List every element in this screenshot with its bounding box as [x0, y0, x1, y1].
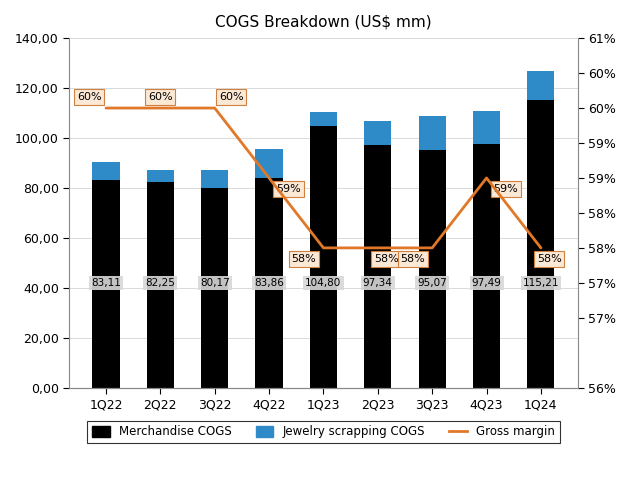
Text: 60%: 60%	[219, 92, 244, 102]
Text: 58%: 58%	[537, 254, 562, 264]
Bar	[92, 180, 120, 388]
Text: 82,25: 82,25	[145, 278, 175, 288]
Text: 59%: 59%	[493, 184, 518, 194]
Text: 58%: 58%	[374, 254, 399, 264]
Bar	[201, 188, 228, 388]
Text: 60%: 60%	[148, 92, 173, 102]
Bar	[473, 111, 500, 144]
Bar	[473, 144, 500, 388]
Bar	[201, 171, 228, 188]
Text: 58%: 58%	[400, 254, 425, 264]
Legend: Merchandise COGS, Jewelry scrapping COGS, Gross margin: Merchandise COGS, Jewelry scrapping COGS…	[87, 421, 560, 443]
Bar	[256, 178, 283, 388]
Bar	[528, 70, 555, 100]
Bar	[364, 145, 391, 388]
Bar	[528, 100, 555, 388]
Text: 60%: 60%	[77, 92, 102, 102]
Title: COGS Breakdown (US$ mm): COGS Breakdown (US$ mm)	[215, 15, 432, 30]
Bar	[147, 171, 174, 182]
Text: 97,49: 97,49	[471, 278, 502, 288]
Text: 95,07: 95,07	[417, 278, 447, 288]
Text: 97,34: 97,34	[363, 278, 392, 288]
Bar	[418, 150, 445, 388]
Text: 104,80: 104,80	[305, 278, 341, 288]
Text: 83,11: 83,11	[91, 278, 121, 288]
Bar	[92, 162, 120, 180]
Bar	[364, 121, 391, 145]
Bar	[418, 116, 445, 150]
Text: 59%: 59%	[276, 184, 301, 194]
Bar	[310, 126, 337, 388]
Bar	[310, 112, 337, 126]
Text: 83,86: 83,86	[254, 278, 284, 288]
Bar	[147, 182, 174, 388]
Bar	[256, 149, 283, 178]
Text: 115,21: 115,21	[522, 278, 559, 288]
Text: 58%: 58%	[292, 254, 316, 264]
Text: 80,17: 80,17	[200, 278, 230, 288]
